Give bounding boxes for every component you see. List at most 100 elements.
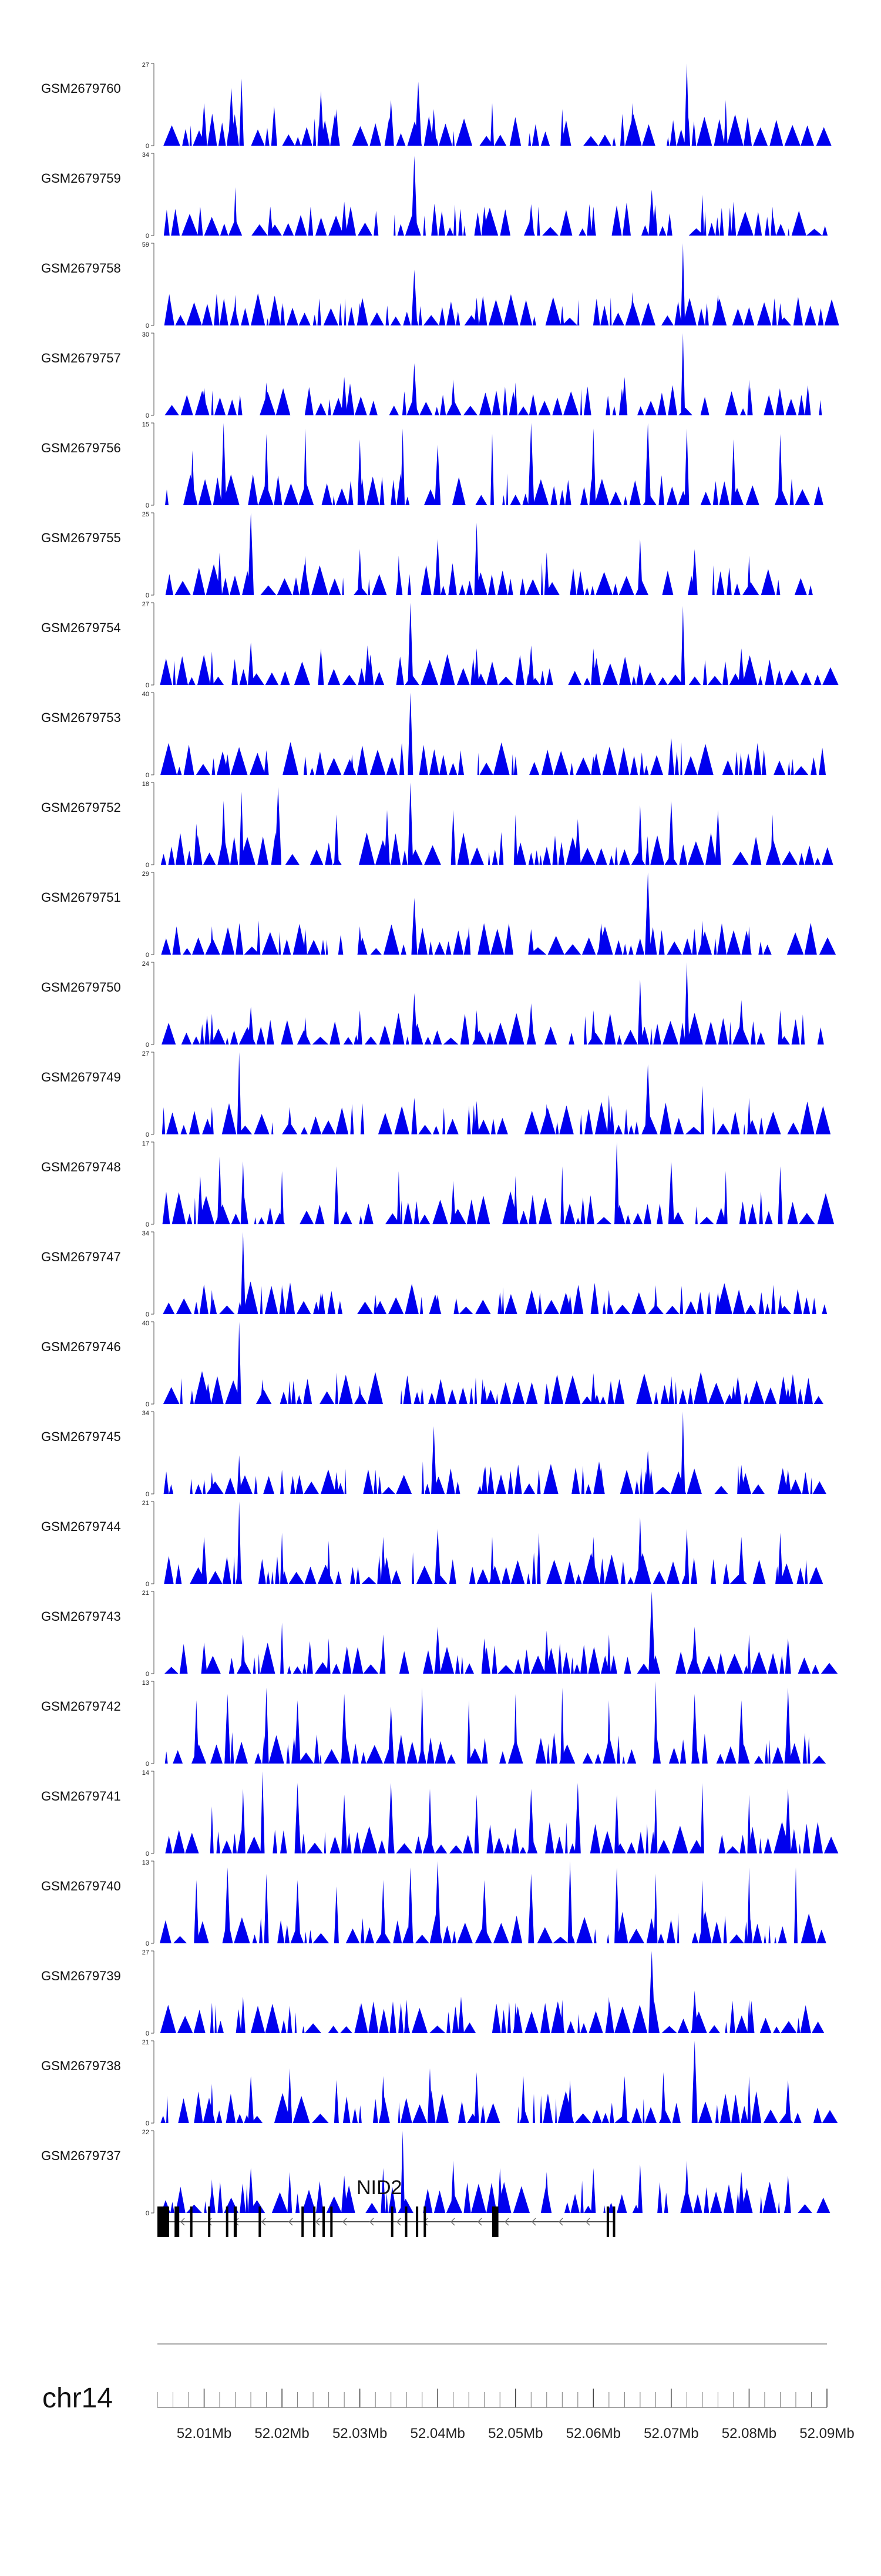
gene-exon bbox=[208, 2206, 211, 2237]
coverage-peak bbox=[224, 1867, 231, 1943]
coverage-peak bbox=[654, 1873, 658, 1943]
coverage-peak bbox=[364, 645, 371, 685]
y-tick-label-max: 17 bbox=[142, 1140, 149, 1147]
coverage-peak bbox=[681, 243, 685, 325]
coverage-peak bbox=[271, 106, 277, 146]
coverage-peak bbox=[785, 1687, 791, 1764]
y-tick-label-min: 0 bbox=[146, 1042, 149, 1049]
coverage-peak bbox=[691, 2041, 698, 2123]
strand-chevron bbox=[532, 2218, 536, 2226]
track-label: GSM2679751 bbox=[41, 890, 121, 905]
coverage-peak bbox=[280, 305, 284, 325]
coverage-peak bbox=[435, 1529, 441, 1584]
coverage-peak bbox=[280, 1469, 284, 1494]
y-tick-label-max: 59 bbox=[142, 241, 149, 248]
y-tick-label-min: 0 bbox=[146, 1761, 149, 1768]
gene-exon bbox=[613, 2206, 616, 2237]
coverage-peak bbox=[318, 648, 324, 685]
coverage-peak bbox=[435, 1861, 441, 1943]
coverage-peak bbox=[700, 1086, 704, 1134]
coverage-peak bbox=[428, 2068, 432, 2123]
strand-chevron bbox=[288, 2218, 293, 2226]
coverage-peak bbox=[567, 1861, 573, 1943]
track-label: GSM2679737 bbox=[41, 2148, 121, 2163]
track: 34 0 bbox=[142, 1230, 828, 1318]
coverage-peak bbox=[248, 2076, 254, 2123]
track-label: GSM2679740 bbox=[41, 1879, 121, 1893]
coverage-peak bbox=[267, 206, 273, 236]
coverage-peak bbox=[287, 2068, 292, 2123]
coverage-peak bbox=[513, 814, 517, 865]
coverage-peak bbox=[357, 2006, 362, 2033]
coverage-peak bbox=[381, 1537, 386, 1584]
y-tick-label-max: 15 bbox=[142, 421, 149, 428]
y-tick-label-max: 21 bbox=[142, 1590, 149, 1597]
coverage-peak bbox=[264, 1873, 269, 1943]
coverage-peak bbox=[474, 2072, 479, 2123]
coverage-peak bbox=[738, 2172, 745, 2213]
coverage-peak bbox=[747, 1634, 751, 1674]
x-tick-label: 52.07Mb bbox=[644, 2426, 698, 2441]
coverage-peak bbox=[490, 1537, 494, 1584]
y-tick-label-max: 25 bbox=[142, 511, 149, 518]
coverage-peak bbox=[411, 363, 418, 415]
coverage-peak bbox=[771, 814, 775, 865]
track-label: GSM2679758 bbox=[41, 261, 121, 276]
coverage-peak bbox=[521, 2076, 526, 2123]
track: 24 0 bbox=[142, 960, 827, 1049]
coverage-peak bbox=[645, 423, 651, 505]
coverage-peak bbox=[481, 206, 487, 236]
coverage-peak bbox=[280, 1171, 284, 1224]
track: 15 0 bbox=[142, 421, 827, 509]
coverage-peak bbox=[287, 1107, 292, 1134]
gene-exon bbox=[416, 2206, 419, 2237]
gene-exon bbox=[233, 2206, 237, 2237]
coverage-peak bbox=[388, 100, 394, 146]
coverage-peak bbox=[210, 651, 214, 685]
coverage-peak bbox=[381, 1880, 386, 1943]
coverage-peak bbox=[715, 294, 721, 325]
coverage-peak bbox=[544, 552, 549, 595]
coverage-peak bbox=[778, 1166, 783, 1224]
gene-exon bbox=[157, 2206, 169, 2237]
coverage-peak bbox=[490, 103, 494, 146]
x-tick-label: 52.09Mb bbox=[799, 2426, 854, 2441]
coverage-peak bbox=[197, 1176, 203, 1224]
coverage-peak bbox=[374, 1295, 378, 1314]
track: 40 0 bbox=[142, 1320, 827, 1408]
coverage-peak bbox=[303, 555, 307, 595]
coverage-peak bbox=[401, 2131, 405, 2213]
y-tick-label-min: 0 bbox=[146, 592, 149, 599]
coverage-peak bbox=[467, 1700, 471, 1764]
coverage-peak bbox=[591, 1373, 596, 1404]
coverage-peak bbox=[303, 1017, 307, 1044]
x-tick-label: 52.03Mb bbox=[332, 2426, 387, 2441]
coverage-area bbox=[157, 1732, 827, 1764]
coverage-tracks: 2703405903001502502704001802902402701703… bbox=[142, 62, 839, 2217]
coverage-peak bbox=[537, 1469, 541, 1494]
y-tick-label-min: 0 bbox=[146, 952, 149, 959]
coverage-area bbox=[157, 742, 827, 775]
coverage-peak bbox=[201, 1537, 207, 1584]
coverage-area bbox=[157, 1641, 838, 1674]
gene-exon bbox=[330, 2206, 333, 2237]
coverage-area bbox=[157, 113, 832, 146]
strand-chevron bbox=[559, 2218, 563, 2226]
coverage-area bbox=[157, 1461, 827, 1494]
gene-exon bbox=[313, 2206, 316, 2237]
coverage-peak bbox=[574, 819, 581, 865]
y-tick-label-min: 0 bbox=[146, 772, 149, 779]
coverage-peak bbox=[467, 926, 471, 955]
coverage-peak bbox=[341, 201, 348, 236]
coverage-peak bbox=[715, 1292, 721, 1314]
coverage-peak bbox=[778, 1010, 783, 1044]
coverage-area bbox=[157, 293, 839, 325]
track-label: GSM2679760 bbox=[41, 81, 121, 96]
coverage-peak bbox=[637, 539, 643, 595]
coverage-peak bbox=[681, 606, 685, 685]
coverage-peak bbox=[513, 2003, 517, 2033]
coverage-peak bbox=[607, 1996, 611, 2033]
coverage-peak bbox=[194, 1880, 199, 1943]
coverage-peak bbox=[240, 1232, 246, 1314]
coverage-peak bbox=[411, 1097, 418, 1134]
